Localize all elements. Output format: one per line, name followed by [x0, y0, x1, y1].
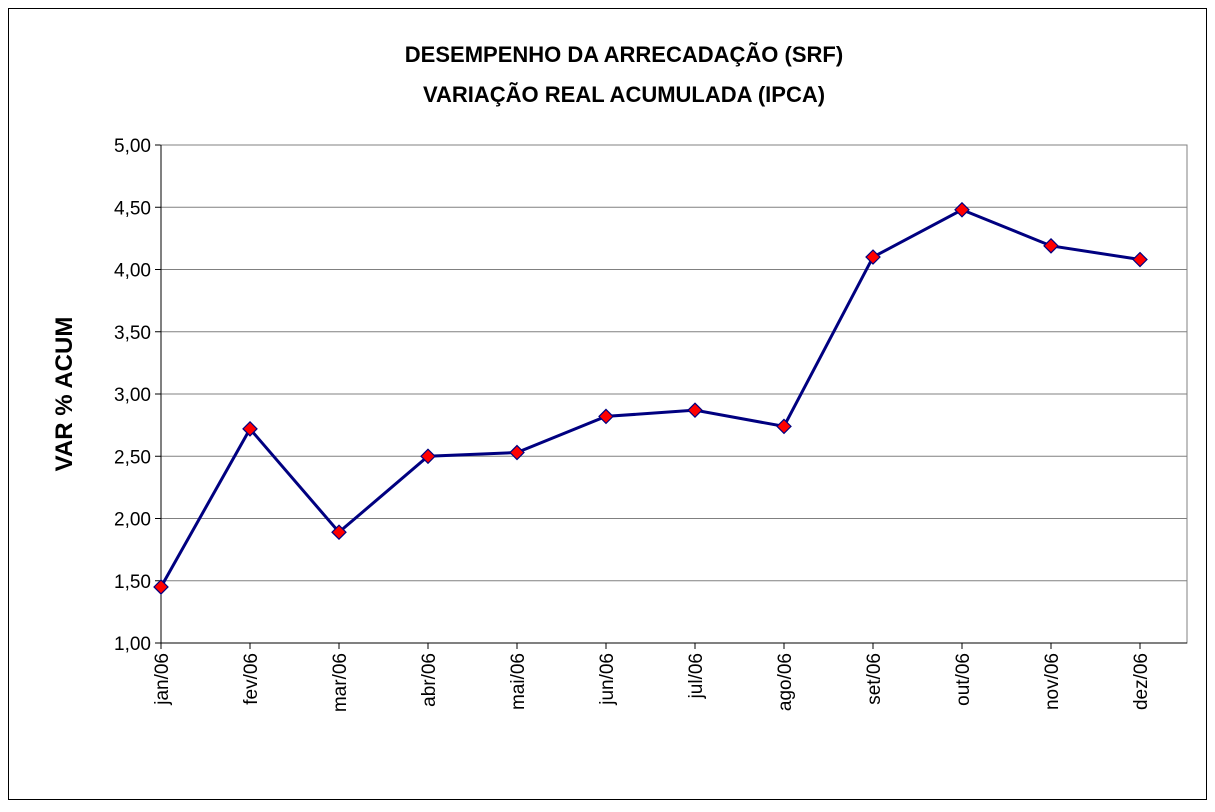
y-tick-label: 4,50: [114, 198, 151, 219]
data-point: [865, 249, 881, 265]
y-tick-label: 4,00: [114, 261, 151, 282]
data-point: [954, 201, 970, 218]
x-tick-label: mar/06: [330, 653, 351, 712]
y-tick-label: 3,00: [114, 385, 151, 406]
data-point: [1132, 251, 1148, 268]
x-tick-label: dez/06: [1131, 653, 1152, 710]
x-tick-label: set/06: [864, 653, 885, 705]
chart-border: [8, 8, 1207, 800]
x-tick-label: nov/06: [1042, 653, 1063, 710]
data-point: [242, 421, 258, 437]
y-axis-label: VAR % ACUM: [51, 317, 78, 472]
data-point: [331, 524, 347, 541]
x-tick-label: jul/06: [686, 653, 707, 699]
data-point: [509, 444, 525, 461]
chart-subtitle: VARIAÇÃO REAL ACUMULADA (IPCA): [423, 82, 825, 107]
x-tick-label: fev/06: [241, 653, 262, 705]
y-tick-label: 1,00: [114, 634, 151, 655]
series-line: [159, 208, 1141, 588]
x-tick-label: jan/06: [152, 653, 173, 706]
y-tick-label: 1,50: [114, 572, 151, 593]
y-tick-label: 5,00: [114, 136, 151, 157]
chart-title: DESEMPENHO DA ARRECADAÇÃO (SRF): [405, 42, 843, 67]
x-tick-label: jun/06: [597, 653, 618, 706]
y-tick-label: 2,50: [114, 447, 151, 468]
x-tick-label: abr/06: [419, 653, 440, 707]
y-tick-label: 3,50: [114, 323, 151, 344]
x-tick-label: ago/06: [775, 653, 796, 711]
data-point: [598, 408, 614, 425]
x-tick-label: mai/06: [508, 653, 529, 710]
data-point: [1043, 237, 1059, 254]
data-point: [420, 448, 436, 465]
data-point: [776, 418, 792, 435]
y-tick-label: 2,00: [114, 510, 151, 531]
data-point: [687, 402, 703, 419]
x-tick-label: out/06: [953, 653, 974, 706]
data-point: [153, 579, 169, 595]
